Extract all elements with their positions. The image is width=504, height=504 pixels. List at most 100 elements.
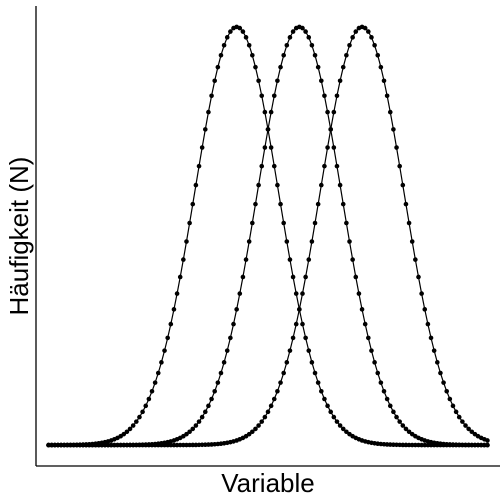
series-1-point (168, 321, 174, 327)
series-1-point (319, 388, 324, 394)
series-3-point (328, 127, 334, 132)
series-2-point (394, 414, 399, 420)
series-2-point (306, 35, 312, 40)
series-1-point (322, 396, 327, 402)
series-2-point (319, 78, 324, 84)
series-3-point (303, 274, 308, 280)
series-3-point (435, 360, 440, 365)
series-3-point (262, 414, 268, 420)
series-3-point (366, 29, 371, 34)
series-2-point (281, 53, 286, 58)
series-2-point (369, 348, 374, 353)
series-1-point (174, 291, 180, 296)
series-2-point (334, 163, 340, 169)
series-3-point (275, 388, 280, 394)
series-3-point (322, 163, 327, 169)
series-1-point (306, 348, 312, 353)
series-3-point (344, 53, 349, 58)
series-2-point (337, 182, 343, 188)
series-3-point (397, 163, 402, 169)
series-1-point (300, 321, 305, 327)
series-2-point (234, 307, 239, 312)
series-3-point (271, 396, 277, 402)
series-3-point (375, 53, 381, 58)
series-3-point (337, 78, 343, 84)
series-1-point (325, 403, 330, 409)
series-3-point (419, 291, 424, 296)
series-1-point (309, 360, 315, 365)
series-1-point (284, 239, 290, 244)
series-1-point (215, 64, 221, 70)
series-2-point (375, 370, 381, 376)
series-3-point (265, 409, 271, 415)
series-2-point (253, 201, 258, 207)
series-2-point (187, 429, 192, 435)
series-2-point (203, 409, 208, 415)
series-3-point (259, 419, 265, 424)
series-2-point (362, 321, 368, 327)
series-2-point (322, 93, 327, 99)
series-1-point (203, 127, 208, 132)
series-1-point (221, 43, 227, 48)
series-3-point (362, 25, 368, 31)
series-2-point (218, 370, 224, 376)
series-2-point (268, 109, 274, 115)
series-1-point (340, 426, 346, 432)
series-1-point (246, 43, 252, 48)
series-3-point (306, 257, 312, 262)
series-3-point (256, 423, 261, 428)
series-1-point (193, 182, 199, 188)
series-2-point (231, 321, 236, 327)
series-2-point (287, 35, 293, 40)
series-2-point (400, 423, 406, 428)
y-axis-label: Häufigkeit (N) (4, 157, 34, 316)
series-1-point (212, 78, 217, 84)
series-2-line (48, 26, 488, 446)
series-1-point (184, 239, 189, 244)
series-3-point (381, 78, 387, 84)
series-2-point (250, 220, 255, 226)
series-2-point (406, 429, 412, 435)
series-2-point (196, 419, 202, 424)
series-1-point (281, 220, 286, 226)
series-1-point (146, 396, 152, 402)
series-2-point (209, 396, 214, 402)
series-2-point (372, 360, 377, 365)
series-2-point (340, 201, 346, 207)
series-2-point (212, 388, 217, 394)
series-1-point (181, 257, 186, 262)
series-3-point (293, 321, 299, 327)
series-2-point (378, 380, 384, 385)
series-1-point (312, 370, 318, 376)
series-2-point (344, 220, 349, 226)
series-3-point (340, 64, 346, 70)
series-1-point (290, 274, 296, 280)
series-1-point (328, 409, 334, 415)
series-2-point (246, 239, 252, 244)
series-2-point (391, 409, 396, 415)
series-3-point (444, 388, 450, 394)
series-2-point (184, 431, 189, 437)
series-2-point (366, 335, 371, 341)
series-1-point (344, 429, 349, 435)
series-2 (46, 24, 490, 448)
series-3 (46, 24, 490, 448)
series-1-point (268, 145, 274, 150)
series-2-point (275, 78, 280, 84)
series-2-point (215, 380, 221, 385)
series-3-point (413, 257, 418, 262)
series-2-point (331, 145, 337, 150)
series-1-point (275, 182, 280, 188)
series-1-point (206, 109, 211, 115)
series-3-point (350, 35, 355, 40)
series-1-point (331, 414, 337, 420)
series-2-point (262, 145, 268, 150)
series-2-point (193, 423, 199, 428)
series-3-point (450, 403, 456, 409)
series-1-point (199, 145, 205, 150)
series-2-point (243, 257, 249, 262)
series-1-point (287, 257, 293, 262)
series-1-point (253, 64, 258, 70)
series-2-point (190, 426, 196, 432)
